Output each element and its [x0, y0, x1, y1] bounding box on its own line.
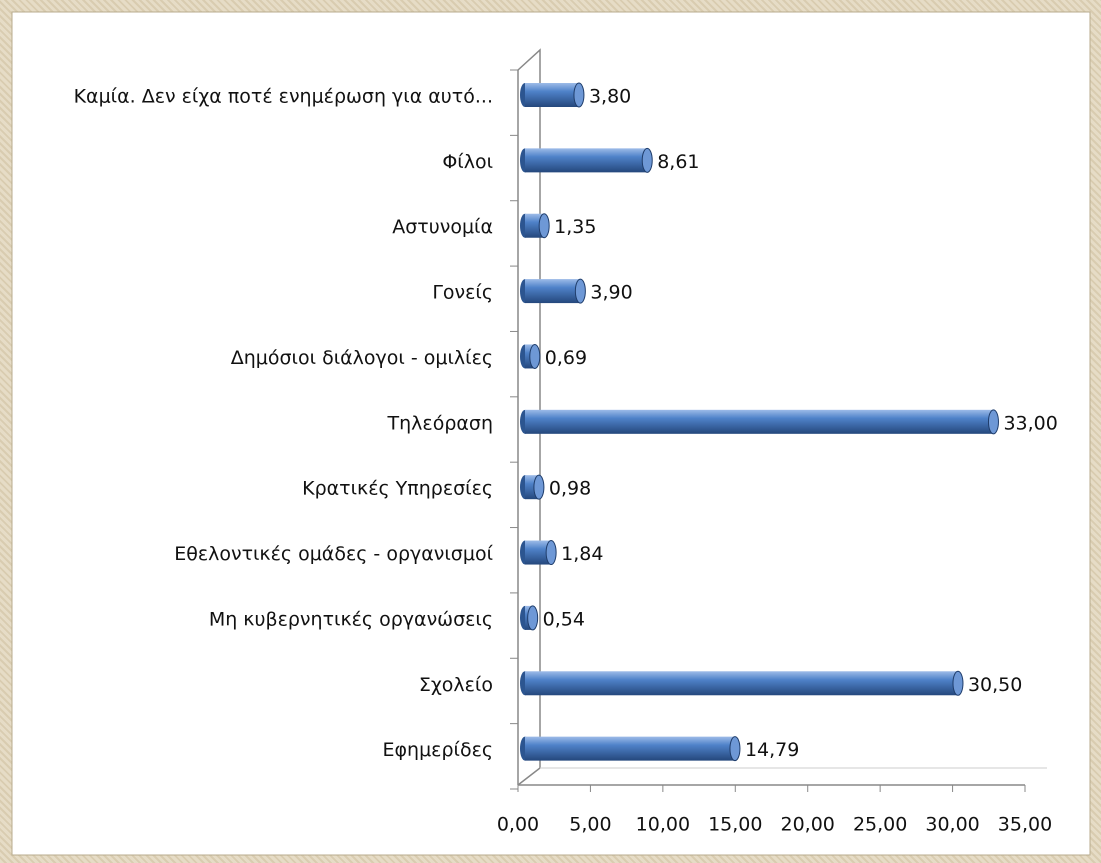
y-tick-label: Εφημερίδες [383, 739, 493, 761]
value-label: 3,80 [589, 86, 631, 108]
value-label: 0,54 [543, 608, 585, 630]
bar-cap [573, 82, 585, 108]
value-label: 30,50 [968, 674, 1022, 696]
y-tick-label: Εθελοντικές ομάδες - οργανισμοί [174, 543, 493, 565]
bar [525, 671, 958, 696]
y-tick-label: Καμία. Δεν είχα ποτέ ενημέρωση για αυτό.… [74, 86, 493, 108]
x-tick-label: 10,00 [636, 814, 690, 836]
x-tick-label: 0,00 [497, 814, 539, 836]
value-label: 8,61 [657, 151, 699, 173]
bar-cap [641, 147, 653, 173]
x-tick-label: 15,00 [708, 814, 762, 836]
x-tick-label: 35,00 [998, 814, 1052, 836]
y-tick-label: Αστυνομία [392, 216, 493, 238]
y-tick-label: Δημόσιοι διάλογοι - ομιλίες [231, 347, 493, 369]
y-tick-label: Γονείς [432, 282, 493, 304]
bar-cap [529, 343, 541, 369]
y-tick-label: Φίλοι [442, 151, 493, 173]
x-tick-label: 20,00 [781, 814, 835, 836]
value-label: 0,69 [545, 347, 587, 369]
value-label: 1,35 [554, 216, 596, 238]
value-label: 33,00 [1003, 412, 1057, 434]
x-tick-label: 25,00 [853, 814, 907, 836]
y-tick-label: Κρατικές Υπηρεσίες [302, 478, 493, 500]
x-tick-label: 30,00 [925, 814, 979, 836]
value-label: 14,79 [745, 739, 799, 761]
bar-cap [538, 213, 550, 239]
value-label: 0,98 [549, 478, 591, 500]
y-tick-label: Μη κυβερνητικές οργανώσεις [209, 608, 493, 630]
bar-cap [952, 670, 964, 696]
bar [525, 83, 579, 107]
y-tick-label: Τηλεόραση [387, 412, 493, 434]
bar [525, 409, 994, 434]
bar-cap [987, 409, 999, 435]
axis-wall [517, 48, 541, 786]
x-tick-label: 5,00 [569, 814, 611, 836]
bar [525, 148, 648, 173]
value-label: 1,84 [561, 543, 603, 565]
bar [525, 736, 735, 761]
bar [525, 279, 581, 304]
bar-cap [574, 278, 586, 304]
y-tick-label: Σχολείο [419, 674, 493, 696]
bar-cap [533, 474, 545, 500]
bar-cap [545, 540, 557, 566]
bar-cap [729, 736, 741, 762]
bar-cap [527, 605, 539, 631]
value-label: 3,90 [590, 282, 632, 304]
